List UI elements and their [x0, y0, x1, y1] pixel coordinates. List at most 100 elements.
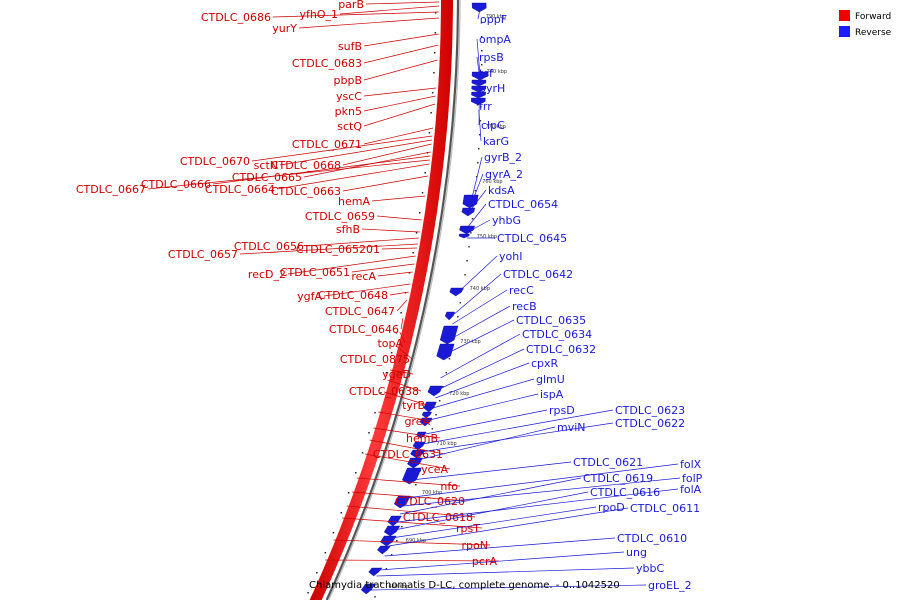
reverse-gene-label[interactable]: recB [512, 300, 537, 313]
forward-gene-label[interactable]: CTDLC_065201 [296, 243, 380, 256]
forward-gene-label[interactable]: CTDLC_0659 [305, 210, 375, 223]
forward-gene-label[interactable]: greA [404, 415, 430, 428]
forward-gene-label[interactable]: pbpB [334, 74, 363, 87]
reverse-gene-label[interactable]: oppF [480, 13, 507, 26]
reverse-gene-label[interactable]: rpsD [549, 404, 575, 417]
reverse-feature-arrow[interactable] [388, 516, 402, 526]
reverse-gene-label[interactable]: kdsA [488, 184, 515, 197]
reverse-feature-arrow[interactable] [462, 208, 475, 216]
reverse-gene-label[interactable]: recC [509, 284, 534, 297]
reverse-gene-label[interactable]: CTDLC_0632 [526, 343, 596, 356]
legend-forward-label: Forward [855, 12, 891, 22]
forward-gene-label[interactable]: topA [377, 337, 403, 350]
reverse-gene-label[interactable]: clpC [481, 119, 505, 132]
reverse-gene-label[interactable]: CTDLC_0635 [516, 314, 586, 327]
reverse-gene-connector [446, 320, 514, 354]
reverse-gene-label[interactable]: CTDLC_0622 [615, 417, 685, 430]
ruler-tick [457, 316, 459, 318]
reverse-gene-label[interactable]: ompA [479, 33, 511, 46]
reverse-gene-label[interactable]: yhbG [492, 214, 521, 227]
forward-gene-label[interactable]: recA [351, 270, 376, 283]
forward-gene-label[interactable]: sufB [338, 40, 362, 53]
reverse-gene-label[interactable]: CTDLC_0642 [503, 268, 573, 281]
reverse-gene-label[interactable]: rpsB [479, 51, 504, 64]
reverse-gene-label[interactable]: ispA [540, 388, 564, 401]
reverse-gene-label[interactable]: cpxR [531, 357, 559, 370]
forward-gene-label[interactable]: tyrB [402, 399, 425, 412]
forward-gene-label[interactable]: CTDLC_0638 [349, 385, 419, 398]
reverse-gene-label[interactable]: tsf [479, 67, 494, 80]
reverse-gene-label[interactable]: ung [626, 546, 647, 559]
ruler-tick [464, 274, 466, 276]
reverse-gene-label[interactable]: pyrH [479, 82, 505, 95]
reverse-gene-label[interactable]: gyrA_2 [485, 168, 523, 181]
forward-gene-label[interactable]: CTDLC_0647 [325, 305, 395, 318]
reverse-feature-arrow[interactable] [437, 344, 455, 360]
reverse-gene-label[interactable]: gyrB_2 [484, 151, 522, 164]
reverse-gene-label[interactable]: folX [680, 458, 702, 471]
forward-gene-label[interactable]: yfhO_1 [299, 8, 338, 21]
forward-gene-connector [382, 248, 417, 249]
reverse-feature-arrow[interactable] [445, 312, 455, 320]
backbone-tick [333, 532, 335, 534]
reverse-gene-label[interactable]: groEL_2 [648, 579, 692, 592]
reverse-gene-label[interactable]: CTDLC_0611 [630, 502, 700, 515]
forward-gene-label[interactable]: CTDLC_0663 [271, 185, 341, 198]
reverse-feature-arrow[interactable] [428, 386, 443, 396]
backbone-tick [355, 472, 357, 474]
reverse-feature-arrow[interactable] [463, 195, 478, 208]
forward-gene-label[interactable]: hemA [338, 195, 370, 208]
forward-gene-label[interactable]: nfo [440, 480, 458, 493]
backbone-tick [412, 252, 414, 254]
reverse-gene-label[interactable]: CTDLC_0616 [590, 486, 660, 499]
reverse-feature-arrow[interactable] [424, 402, 437, 412]
reverse-feature-arrow[interactable] [377, 546, 390, 554]
reverse-gene-label[interactable]: CTDLC_0621 [573, 456, 643, 469]
forward-gene-label[interactable]: parB [338, 0, 364, 11]
forward-gene-label[interactable]: CTDLC_0667 [76, 183, 146, 196]
reverse-gene-label[interactable]: CTDLC_0645 [497, 232, 567, 245]
reverse-feature-arrow[interactable] [440, 326, 458, 344]
reverse-gene-label[interactable]: ybbC [636, 562, 664, 575]
forward-gene-label[interactable]: sfhB [336, 223, 360, 236]
forward-gene-label[interactable]: sctQ [337, 120, 362, 133]
reverse-gene-label[interactable]: mviN [557, 421, 586, 434]
legend: Forward Reverse [839, 10, 892, 38]
reverse-feature-arrow[interactable] [459, 234, 470, 238]
reverse-feature-arrow[interactable] [472, 3, 486, 12]
reverse-gene-label[interactable]: CTDLC_0610 [617, 532, 687, 545]
forward-gene-label[interactable]: hemB [406, 432, 438, 445]
reverse-feature-arrow[interactable] [384, 526, 400, 536]
reverse-feature-arrow[interactable] [460, 226, 475, 234]
forward-gene-label[interactable]: CTDLC_0683 [292, 57, 362, 70]
forward-gene-label[interactable]: yceA [421, 463, 448, 476]
forward-gene-label[interactable]: ygeD [382, 368, 411, 381]
reverse-gene-label[interactable]: folA [680, 483, 702, 496]
forward-gene-label[interactable]: rpoN [462, 539, 488, 552]
forward-gene-label[interactable]: CTDLC_0666 [141, 178, 211, 191]
forward-gene-label[interactable]: CTDLC_0664 [205, 183, 275, 196]
reverse-gene-label[interactable]: CTDLC_0623 [615, 404, 685, 417]
reverse-gene-label[interactable]: karG [483, 135, 509, 148]
forward-gene-label[interactable]: CTDLC_0646 [329, 323, 399, 336]
forward-gene-label[interactable]: CTDLC_0651 [280, 266, 350, 279]
reverse-gene-label[interactable]: CTDLC_0619 [583, 472, 653, 485]
reverse-feature-arrow[interactable] [369, 568, 382, 576]
reverse-gene-label[interactable]: glmU [536, 373, 565, 386]
reverse-gene-label[interactable]: yohI [499, 250, 522, 263]
forward-gene-label[interactable]: CTDLC_0686 [201, 11, 271, 24]
forward-gene-label[interactable]: pkn5 [335, 105, 362, 118]
ruler-tick [415, 484, 417, 486]
forward-gene-label[interactable]: CTDLC_0657 [168, 248, 238, 261]
forward-gene-label[interactable]: CTDLC_0670 [180, 155, 250, 168]
forward-gene-label[interactable]: CTDLC_0648 [318, 289, 388, 302]
forward-gene-label[interactable]: CTDLC_0875 [340, 353, 410, 366]
forward-gene-label[interactable]: yscC [336, 90, 362, 103]
reverse-gene-label[interactable]: CTDLC_0634 [522, 328, 592, 341]
forward-gene-label[interactable]: CTDLC_0671 [292, 138, 362, 151]
forward-gene-label[interactable]: yurY [272, 22, 297, 35]
reverse-gene-label[interactable]: CTDLC_0654 [488, 198, 558, 211]
reverse-gene-label[interactable]: frr [479, 100, 492, 113]
